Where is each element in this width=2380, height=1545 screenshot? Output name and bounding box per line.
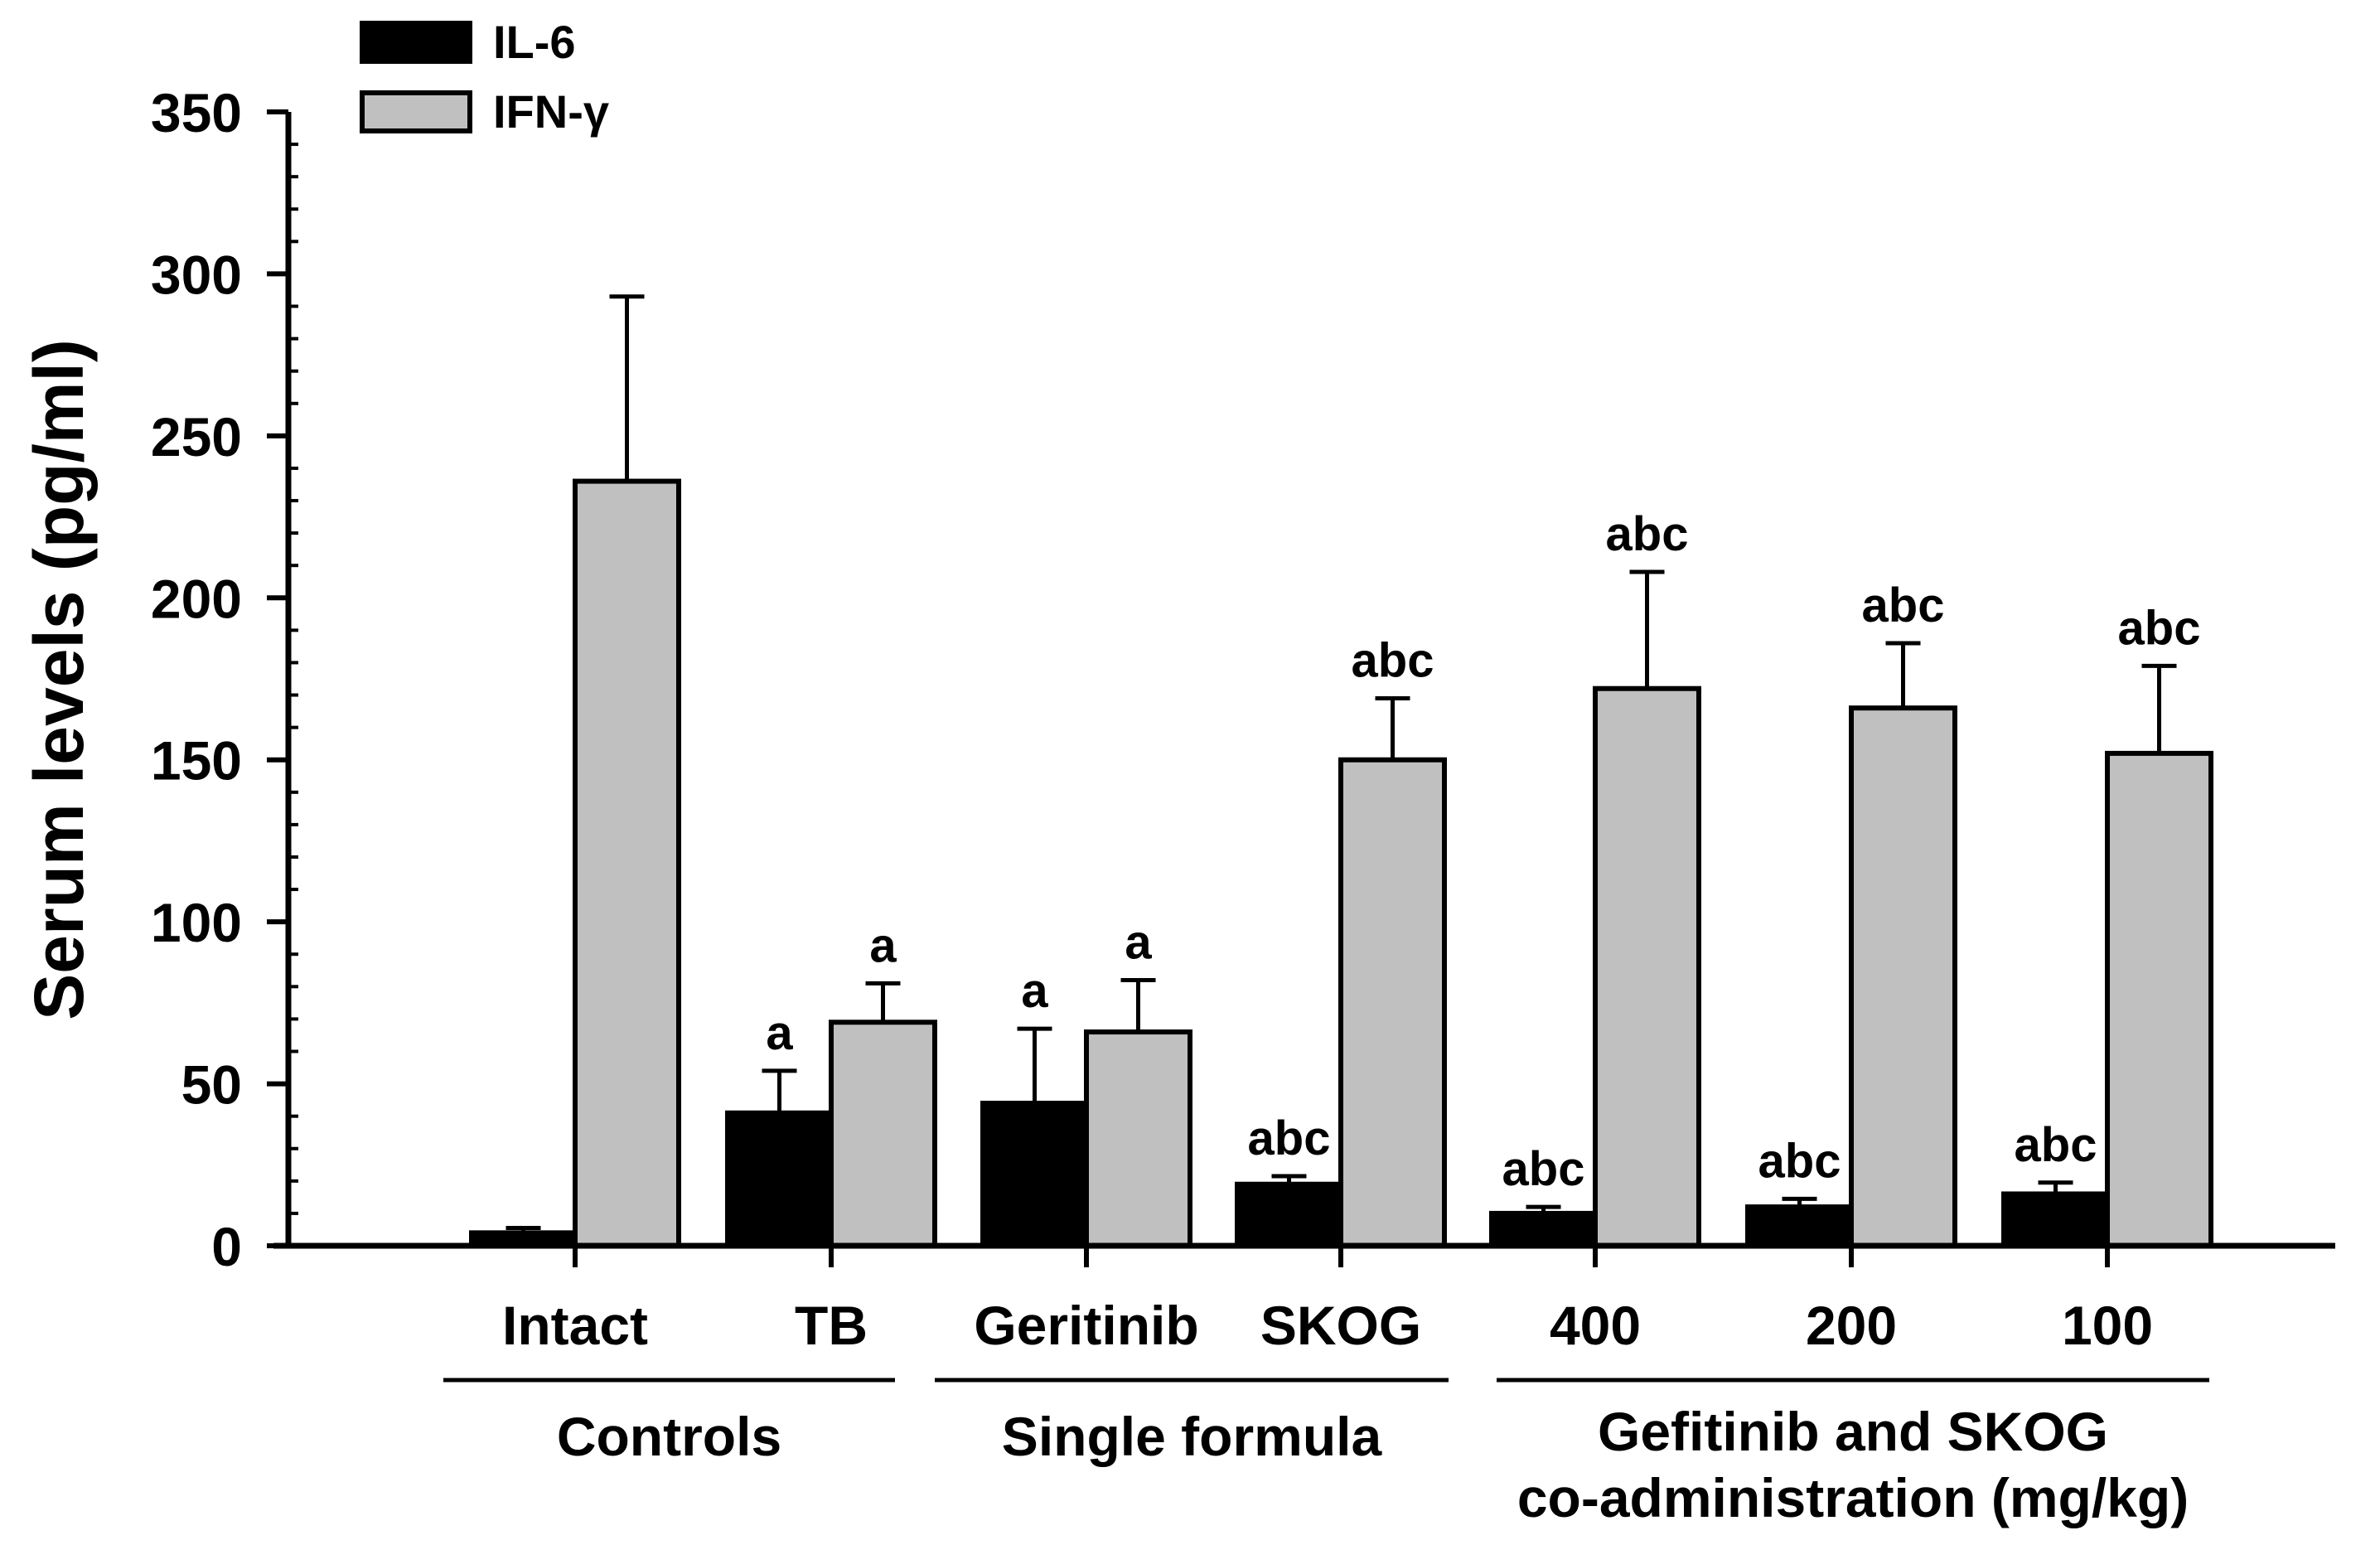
- y-tick-label: 150: [151, 730, 242, 792]
- category-label: TB: [795, 1295, 868, 1356]
- ifn-gamma-bar: [1593, 685, 1701, 1248]
- significance-label: a: [1021, 964, 1048, 1018]
- y-tick-label: 200: [151, 568, 242, 629]
- ifn-gamma-bar: [2105, 750, 2213, 1248]
- group-label: Controls: [557, 1406, 781, 1467]
- y-tick-label: 50: [181, 1054, 242, 1116]
- category-label: 200: [1806, 1295, 1897, 1356]
- significance-label: abc: [1862, 579, 1945, 632]
- legend-label: IFN-γ: [493, 85, 609, 138]
- y-tick-label: 250: [151, 406, 242, 467]
- significance-label: a: [766, 1006, 793, 1060]
- legend: IL-6 IFN-γ: [360, 16, 609, 138]
- significance-label: a: [869, 918, 897, 972]
- y-axis-ticks: 0 50 100 150 200 250 300 350: [151, 82, 298, 1277]
- category-label: 400: [1550, 1295, 1641, 1356]
- group-labels: Controls Single formula Gefitinib and SKOG…: [443, 1378, 2209, 1528]
- ifn-gamma-bar: [829, 1020, 937, 1249]
- ifn-gamma-bar: [1084, 1029, 1192, 1249]
- significance-label: abc: [1606, 507, 1689, 561]
- y-tick-label: 300: [151, 244, 242, 305]
- significance-label: abc: [1248, 1112, 1331, 1165]
- legend-swatch-ifn-gamma: [360, 90, 472, 133]
- significance-label: abc: [1758, 1134, 1841, 1188]
- category-label: Intact: [502, 1295, 648, 1356]
- legend-swatch-il6: [360, 21, 472, 64]
- y-tick-label: 100: [151, 892, 242, 953]
- il6-bar: [725, 1110, 834, 1248]
- il6-bar: [1235, 1181, 1343, 1249]
- significance-label: a: [1125, 915, 1152, 969]
- y-tick-label: 0: [211, 1216, 242, 1277]
- y-tick-label: 350: [151, 82, 242, 143]
- il6-bar: [980, 1101, 1089, 1248]
- bars: a a abc abc abc abc a a abc abc abc abc: [469, 294, 2213, 1249]
- category-label: Geritinib: [974, 1295, 1198, 1356]
- ifn-gamma-bar: [573, 478, 681, 1248]
- significance-label: abc: [2015, 1118, 2097, 1172]
- legend-label: IL-6: [493, 16, 576, 68]
- group-label-line: Gefitinib and SKOG: [1598, 1401, 2108, 1462]
- group-label-line: co-administration (mg/kg): [1517, 1467, 2189, 1528]
- il6-bar: [1745, 1204, 1854, 1249]
- y-axis-title: Serum levels (pg/ml): [20, 339, 98, 1020]
- category-label: SKOG: [1260, 1295, 1421, 1356]
- significance-label: abc: [1352, 633, 1434, 687]
- ifn-gamma-bar: [1849, 705, 1957, 1248]
- category-labels: Intact TB Geritinib SKOG 400 200 100: [502, 1295, 2153, 1356]
- significance-label: abc: [2118, 601, 2201, 655]
- x-axis-ticks: [573, 1246, 2110, 1267]
- significance-label: abc: [1502, 1142, 1585, 1196]
- category-label: 100: [2062, 1295, 2153, 1356]
- ifn-gamma-bar: [1338, 757, 1447, 1248]
- il6-bar: [1489, 1210, 1598, 1249]
- group-label: Single formula: [1002, 1406, 1383, 1467]
- il6-bar: [2001, 1191, 2110, 1249]
